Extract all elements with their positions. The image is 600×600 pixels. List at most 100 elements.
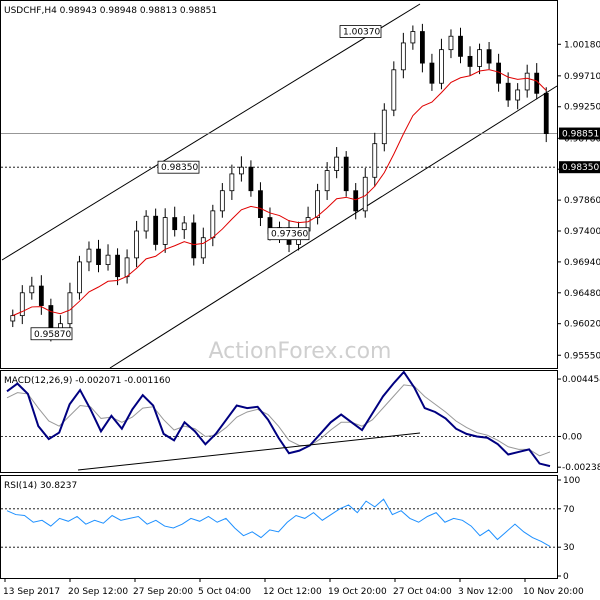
price-tick-label: 0.95550 [564, 351, 600, 361]
current-price-label: 0.98851 [562, 130, 599, 140]
macd-header: MACD(12,26,9) -0.002071 -0.001160 [4, 376, 171, 386]
time-tick-label: 19 Oct 20:00 [328, 587, 387, 597]
candle-body [381, 109, 387, 145]
time-tick-label: 27 Sep 20:00 [133, 587, 193, 597]
candle-body [315, 190, 321, 218]
time-axis: 13 Sep 2017 20 Sep 12:00 27 Sep 20:00 5 Oct… [3, 578, 584, 597]
rsi-panel-border [0, 475, 558, 579]
watermark: ActionForex.com [209, 339, 392, 364]
channel-upper-line [1, 3, 421, 261]
price-callouts: 1.00370 0.98350 0.97360 0.95870 [30, 25, 382, 341]
candle-body [19, 292, 25, 317]
time-tick-label: 5 Oct 04:00 [198, 587, 251, 597]
candle-body [172, 217, 178, 231]
candle-body [191, 222, 197, 259]
time-tick-label: 3 Nov 12:00 [458, 587, 513, 597]
candle-body [515, 89, 521, 101]
candle-body [86, 248, 92, 263]
time-tick-label: 27 Oct 04:00 [393, 587, 452, 597]
macd-signal-line [6, 384, 551, 457]
candle-body [400, 42, 406, 71]
candle-body [534, 72, 540, 94]
price-candles [10, 23, 549, 342]
price-callout-label: 1.00370 [343, 28, 380, 38]
price-tick-label: 0.97400 [564, 227, 600, 237]
candle-body [96, 248, 101, 265]
candle-body [238, 166, 244, 175]
channel-lower-line [109, 85, 558, 369]
time-tick-label: 20 Sep 12:00 [68, 587, 128, 597]
candle-body [229, 173, 235, 192]
candle-body [115, 254, 120, 278]
price-callout-box [157, 160, 200, 174]
price-callout-box [339, 25, 382, 38]
candle-body [77, 261, 82, 294]
rsi-header: RSI(14) 30.8237 [4, 481, 77, 491]
price-tick-label: 0.96480 [564, 289, 600, 299]
candle-body [429, 62, 435, 84]
candle-body [477, 49, 482, 67]
candle-body [543, 92, 549, 135]
candle-body [524, 72, 530, 91]
candle-body [372, 143, 378, 178]
rsi-lines [6, 498, 551, 547]
candle-body [324, 170, 330, 192]
rsi-tick-label: 100 [563, 476, 580, 486]
candle-body [410, 31, 416, 44]
rsi-tick-label: 0 [563, 572, 569, 582]
candle-body [448, 35, 454, 51]
price-tick-label: 0.96020 [564, 320, 600, 330]
support-level-label-box [559, 161, 600, 174]
rsi-axis: 100 70 30 0 [1, 476, 580, 582]
candle-body [143, 215, 149, 232]
macd-lines [6, 370, 551, 471]
price-callout-label: 0.97360 [271, 230, 308, 240]
current-price-label-box [559, 127, 600, 140]
price-tick-label: 1.00180 [564, 40, 600, 50]
macd-tick-label: -0.002382 [562, 463, 600, 473]
rsi-tick-label: 70 [563, 505, 575, 515]
rsi-line [6, 498, 551, 547]
candle-body [467, 55, 473, 67]
candle-body [419, 31, 425, 64]
macd-panel-border [0, 370, 558, 473]
price-channel-lines: 0.98851 0.98350 [1, 3, 600, 369]
price-panel-border [0, 0, 558, 369]
macd-tick-label: 0.00 [562, 432, 582, 442]
candle-body [353, 190, 359, 212]
price-tick-label: 0.99710 [564, 72, 600, 82]
macd-axis: 0.004454 0.00 -0.002382 [1, 375, 600, 473]
time-tick-label: 13 Sep 2017 [3, 587, 60, 597]
candle-body [29, 285, 35, 294]
price-tick-label: 0.99250 [564, 103, 600, 113]
price-callout-box [267, 227, 310, 241]
price-callout-label: 0.98350 [161, 163, 198, 173]
candle-body [162, 217, 168, 245]
price-tick-label: 0.96940 [564, 258, 600, 268]
price-tick-label: 0.97860 [564, 196, 600, 206]
rsi-tick-label: 30 [563, 543, 575, 553]
price-callout-label: 0.95870 [34, 330, 71, 340]
moving-average-line [12, 69, 547, 317]
candle-body [210, 210, 216, 239]
candle-body [219, 190, 225, 212]
macd-panel: MACD(12,26,9) -0.002071 -0.001160 0.0044… [0, 370, 600, 473]
candle-body [391, 69, 397, 111]
candle-body [38, 285, 44, 306]
time-tick-label: 10 Nov 20:00 [523, 587, 584, 597]
candle-body [134, 230, 140, 259]
support-level-label: 0.98350 [562, 163, 599, 173]
candle-body [105, 254, 111, 265]
macd-trend-line [77, 432, 421, 471]
price-panel: USDCHF,H4 0.98943 0.98948 0.98813 0.9885… [0, 0, 600, 369]
macd-tick-label: 0.004454 [562, 375, 600, 385]
candle-body [200, 237, 206, 259]
candle-body [334, 156, 340, 171]
candle-body [486, 49, 492, 64]
candle-body [505, 82, 511, 101]
candle-body [258, 190, 263, 218]
candle-body [439, 49, 444, 84]
candle-body [458, 35, 463, 57]
